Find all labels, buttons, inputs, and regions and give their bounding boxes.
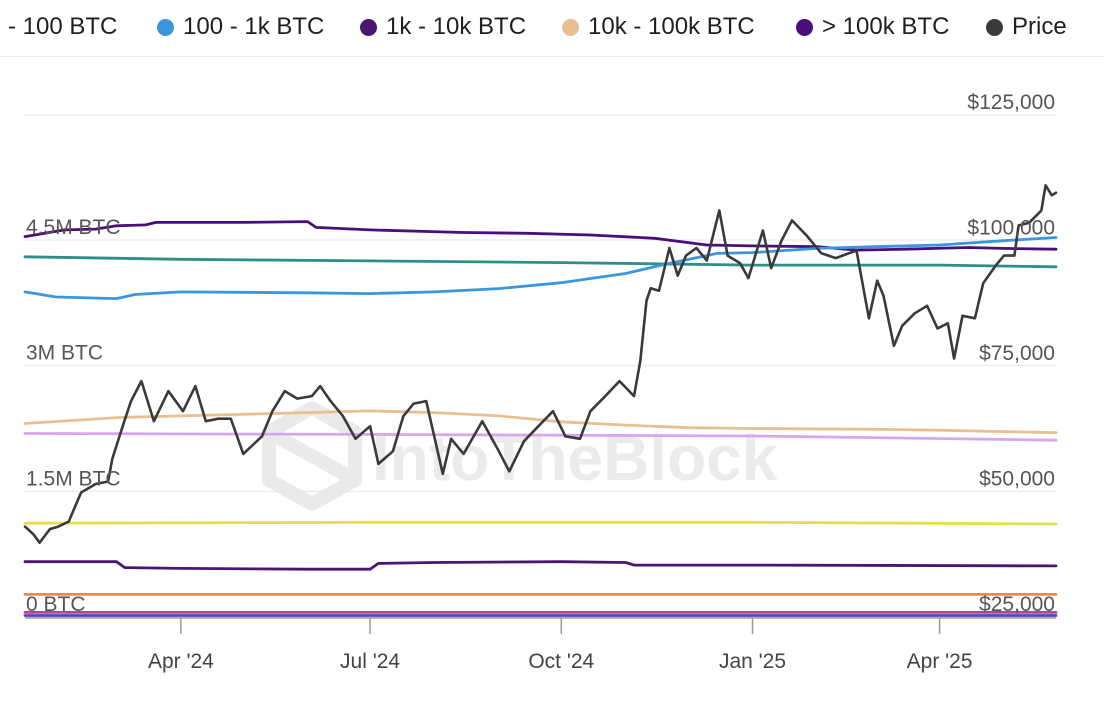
legend-label: 1k - 10k BTC xyxy=(386,13,527,40)
y-left-tick-label: 0 BTC xyxy=(26,593,86,616)
legend-label: Price xyxy=(1012,13,1067,40)
y-right-tick-label: $100,000 xyxy=(967,217,1055,240)
legend-item-10k-100k-btc[interactable]: 10k - 100k BTC xyxy=(562,12,755,42)
y-left-tick-label: 4.5M BTC xyxy=(26,216,121,239)
legend-item-1k-10k-btc[interactable]: 1k - 10k BTC xyxy=(360,12,526,42)
legend-label: - 100 BTC xyxy=(8,13,118,40)
chart-legend: - 100 BTC 100 - 1k BTC 1k - 10k BTC 10k … xyxy=(0,0,1104,57)
legend-label: 10k - 100k BTC xyxy=(588,13,755,40)
legend-label: > 100k BTC xyxy=(822,13,950,40)
legend-item-price[interactable]: Price xyxy=(986,12,1067,42)
x-tick-label: Apr '25 xyxy=(907,650,973,673)
series-line-band xyxy=(23,432,1058,442)
y-left-tick-label: 1.5M BTC xyxy=(26,467,121,490)
watermark-logo-icon xyxy=(262,401,362,511)
x-tick-label: Jan '25 xyxy=(719,650,786,673)
legend-dot xyxy=(360,18,377,36)
x-tick-label: Apr '24 xyxy=(148,650,214,673)
series-line-price xyxy=(23,184,1058,545)
legend-item-100-1k-btc[interactable]: 100 - 1k BTC xyxy=(157,12,324,42)
legend-dot xyxy=(562,18,579,36)
series-line-100-1k-btc xyxy=(23,236,1058,301)
x-tick-label: Oct '24 xyxy=(528,650,594,673)
y-right-tick-label: $50,000 xyxy=(979,468,1055,491)
legend-item-under-100-btc[interactable]: - 100 BTC xyxy=(8,12,117,42)
series-line-100k-btc xyxy=(23,220,1058,252)
series-line-band xyxy=(23,255,1058,269)
y-right-tick-label: $25,000 xyxy=(979,593,1055,616)
legend-item-over-100k-btc[interactable]: > 100k BTC xyxy=(796,12,949,42)
y-left-tick-label: 3M BTC xyxy=(26,342,103,365)
legend-label: 100 - 1k BTC xyxy=(183,13,325,40)
series-line-1k-10k-btc xyxy=(23,560,1058,571)
legend-dot xyxy=(986,18,1003,36)
y-right-tick-label: $125,000 xyxy=(967,91,1055,114)
series-line-10k-100k-btc xyxy=(23,409,1058,435)
y-right-tick-label: $75,000 xyxy=(979,342,1055,365)
legend-dot xyxy=(157,18,174,36)
series-line-band xyxy=(23,520,1058,526)
legend-dot xyxy=(796,18,813,36)
x-tick-label: Jul '24 xyxy=(340,650,400,673)
